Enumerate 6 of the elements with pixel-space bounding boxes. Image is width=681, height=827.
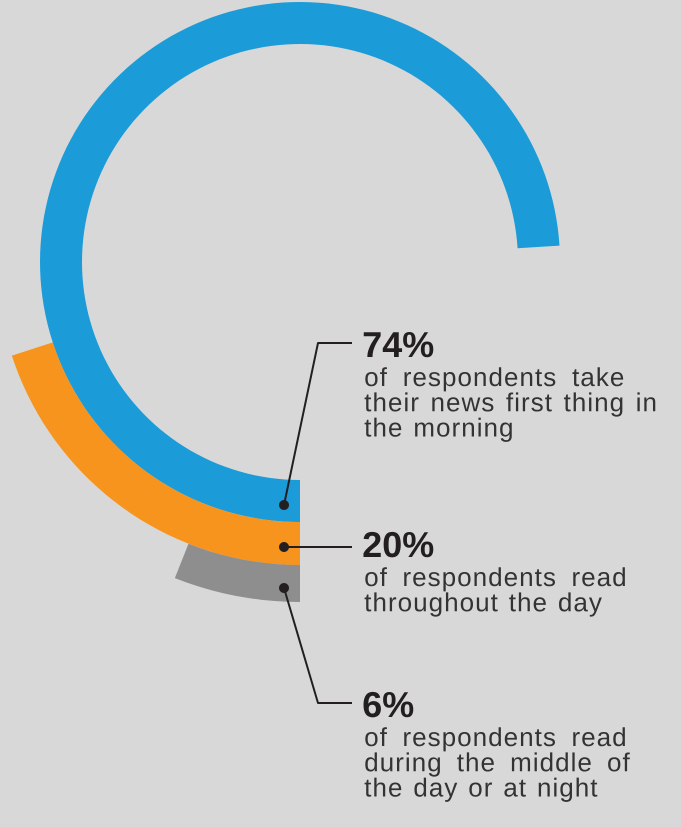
data-label: 20% [363, 532, 434, 558]
data-label: 74% [364, 332, 434, 358]
category-label: of respondents read throughout the day [364, 567, 625, 617]
data-label: 6% [364, 692, 414, 718]
category-label: of respondents read during the middle of the day or at night [364, 727, 630, 802]
category-label: of respondents take their news first thing in the morning [364, 367, 656, 442]
